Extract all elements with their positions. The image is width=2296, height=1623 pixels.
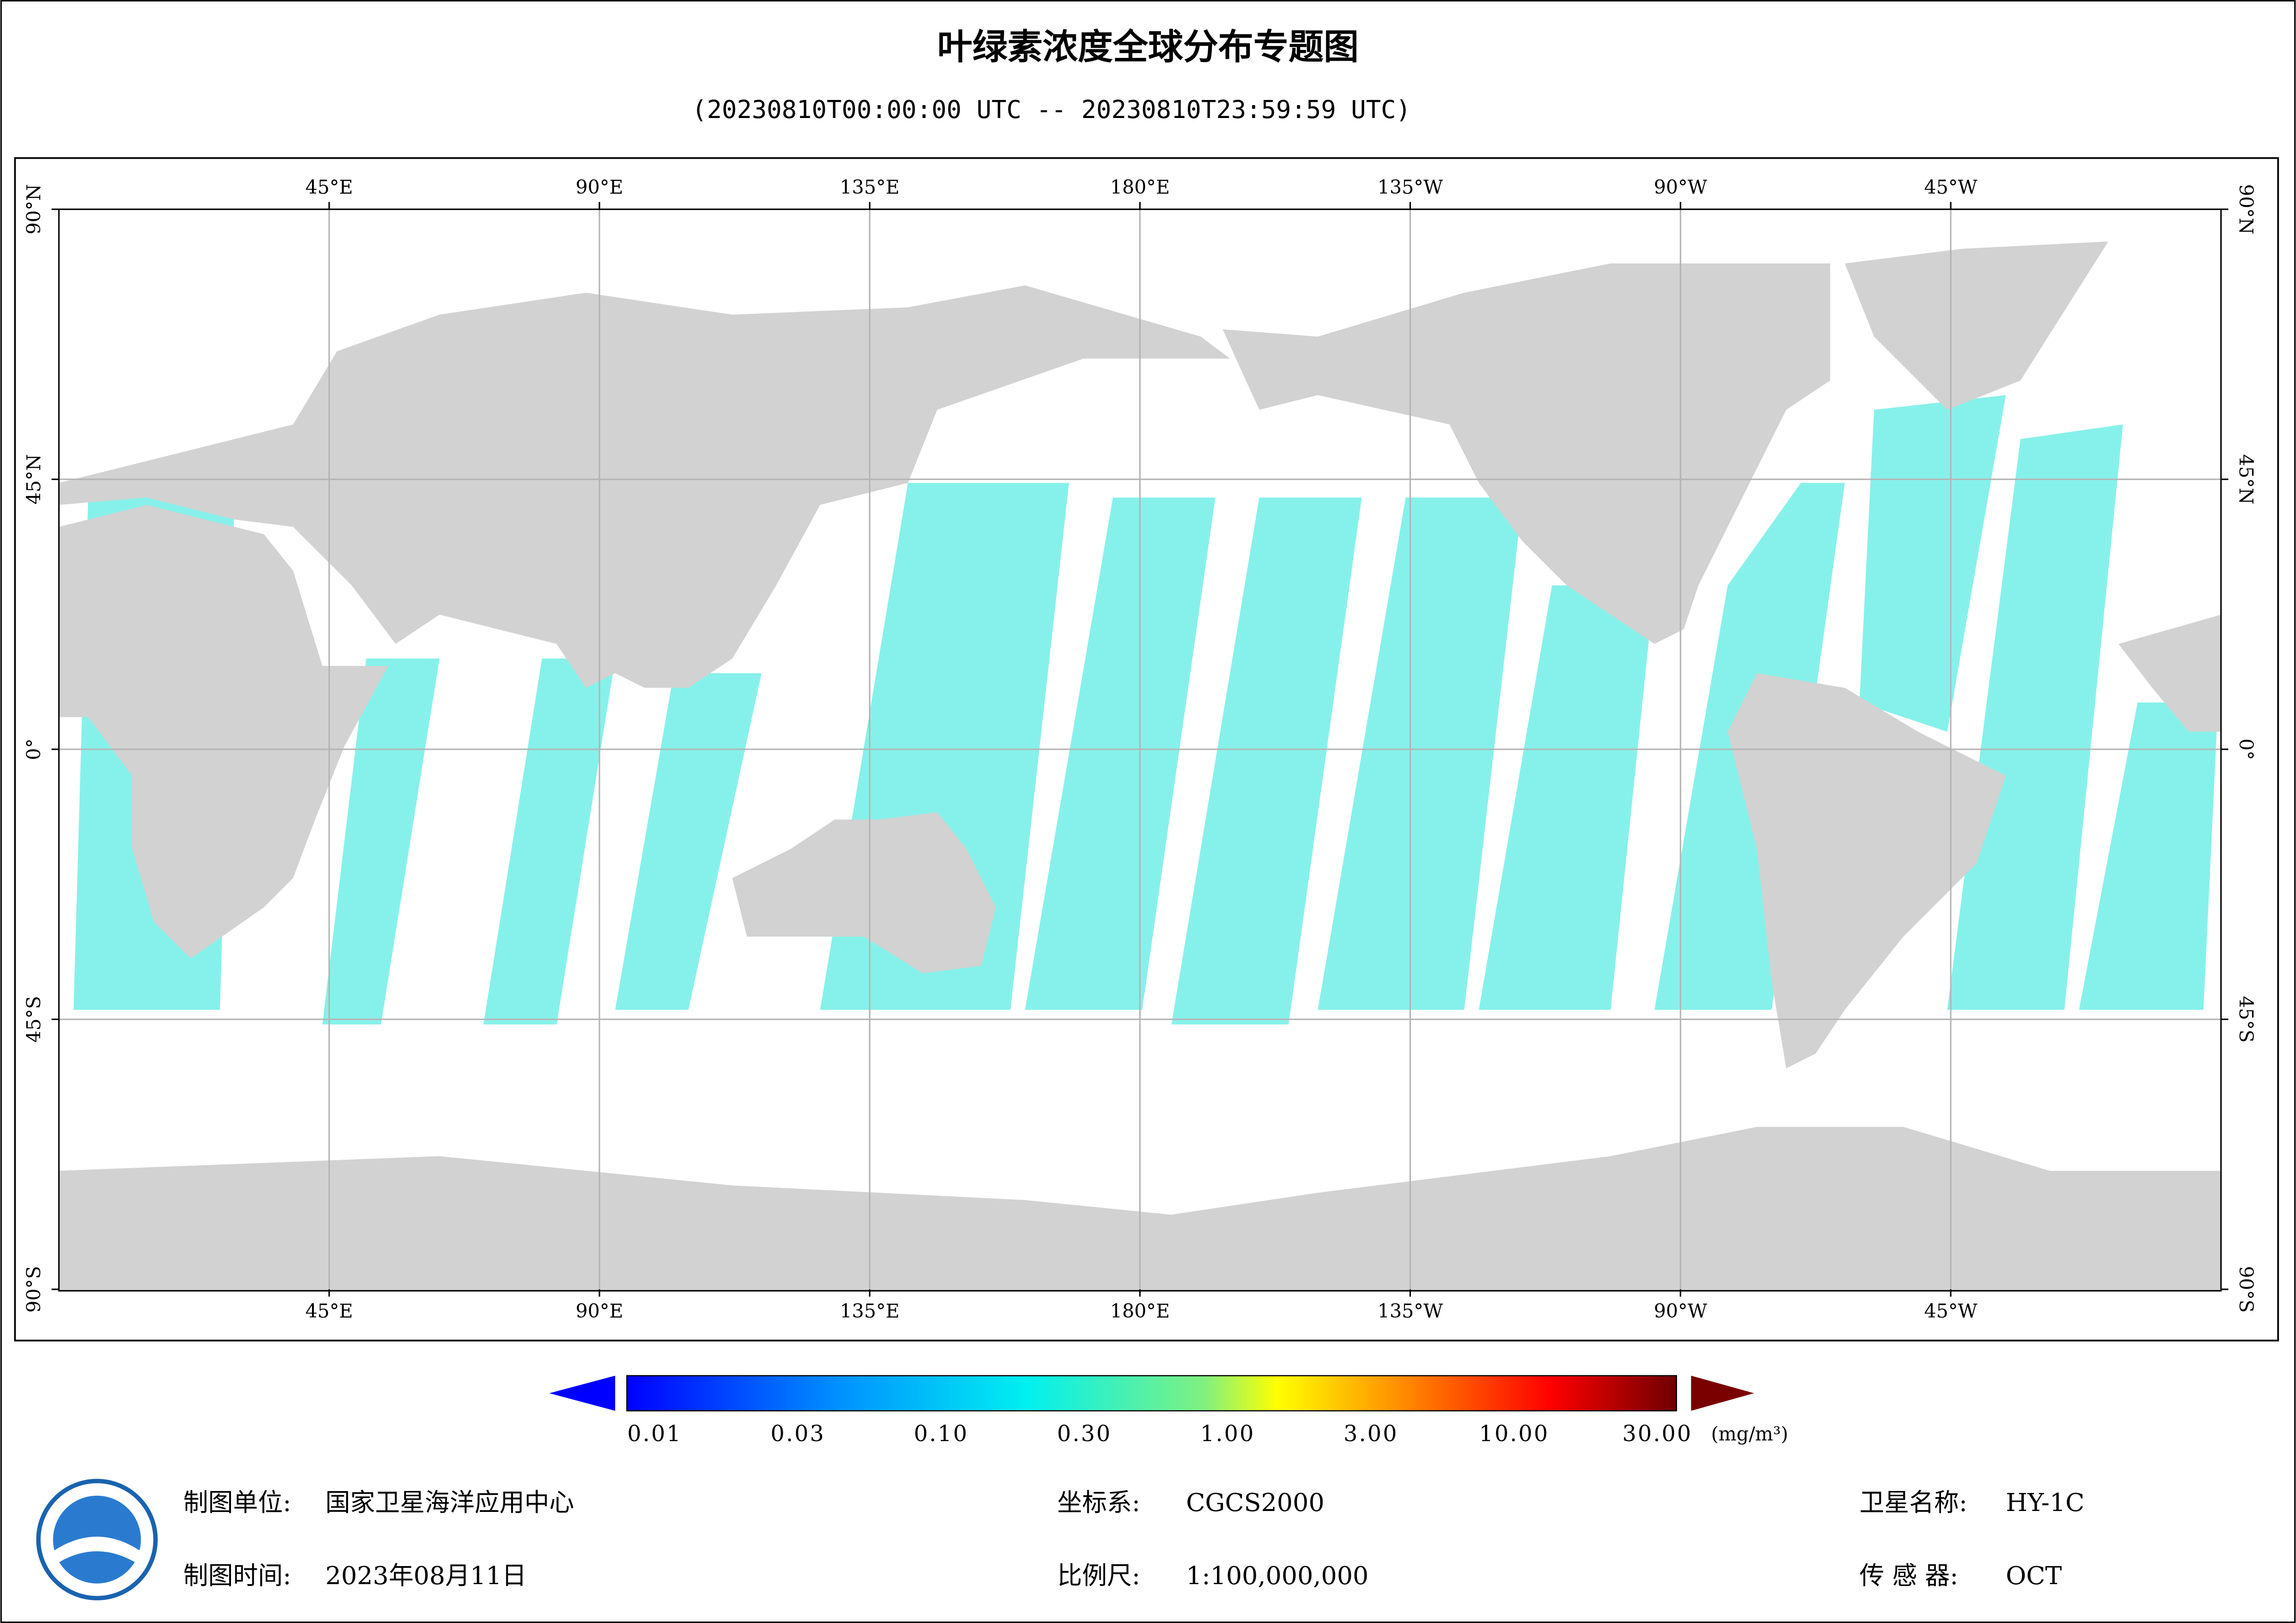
footer: 制图单位: 国家卫星海洋应用中心 制图时间: 2023年08月11日 坐标系: … [183,1488,2084,1590]
colorbar-tick-label: 0.30 [1057,1421,1112,1447]
subtitle: (20230810T00:00:00 UTC -- 20230810T23:59… [692,95,1411,124]
colorbar-tick-label: 3.00 [1343,1421,1398,1447]
lon-label-bottom: 90°E [575,1300,623,1322]
lon-label-top: 135°E [840,176,899,198]
org-label: 制图单位: [183,1488,291,1517]
lat-label-left: 0° [23,739,45,760]
colorbar-tick-label: 10.00 [1479,1421,1549,1447]
colorbar-tick-label: 0.03 [771,1421,825,1447]
satellite-label: 卫星名称: [1859,1488,1967,1517]
lat-label-left: 90°N [23,184,45,235]
date: 2023年08月11日 [325,1561,527,1590]
title: 叶绿素浓度全球分布专题图 [937,26,1359,68]
satellite: HY-1C [2006,1488,2084,1517]
sensor-label: 传 感 器: [1859,1561,1959,1590]
date-label: 制图时间: [183,1561,291,1590]
logo [36,1479,158,1600]
lat-label-left: 45°S [23,996,45,1043]
lat-label-right: 45°S [2235,996,2257,1043]
lon-label-bottom: 135°E [840,1300,899,1322]
lat-label-right: 90°N [2235,184,2257,235]
crs-label: 坐标系: [1057,1488,1140,1517]
lon-label-bottom: 135°W [1378,1300,1443,1322]
lon-label-top: 180°E [1110,176,1170,198]
lon-label-bottom: 180°E [1110,1300,1170,1322]
colorbar-tick-label: 30.00 [1622,1421,1693,1447]
map-frame [14,157,2279,1342]
lon-label-top: 90°W [1654,176,1708,198]
colorbar [626,1375,1677,1412]
lon-label-bottom: 90°W [1654,1300,1708,1322]
colorbar-unit: (mg/m³) [1711,1423,1788,1445]
scale: 1:100,000,000 [1186,1561,1368,1590]
org: 国家卫星海洋应用中心 [325,1488,574,1517]
colorbar-tick-label: 1.00 [1200,1421,1255,1447]
land [59,241,2221,1291]
scale-label: 比例尺: [1057,1561,1140,1590]
lon-label-bottom: 45°W [1924,1300,1978,1322]
lon-label-top: 90°E [575,176,623,198]
lat-label-right: 90°S [2235,1266,2257,1312]
lon-label-top: 45°W [1924,176,1978,198]
lon-label-bottom: 45°E [306,1300,353,1322]
colorbar-tick-label: 0.01 [627,1421,682,1447]
colorbar-tick-label: 0.10 [914,1421,968,1447]
graticule [51,202,2228,1297]
lat-label-right: 0° [2235,739,2257,760]
lat-label-left: 90°S [23,1266,45,1312]
crs: CGCS2000 [1186,1488,1324,1517]
colorbar-under-arrow [549,1375,615,1411]
map-border [58,208,2222,1292]
lon-label-top: 135°W [1378,176,1443,198]
sensor: OCT [2006,1561,2062,1590]
map-body [59,241,2221,1291]
lat-label-right: 45°N [2235,454,2257,504]
lon-label-top: 45°E [306,176,353,198]
lat-label-left: 45°N [23,454,45,504]
colorbar-over-arrow [1691,1375,1754,1411]
